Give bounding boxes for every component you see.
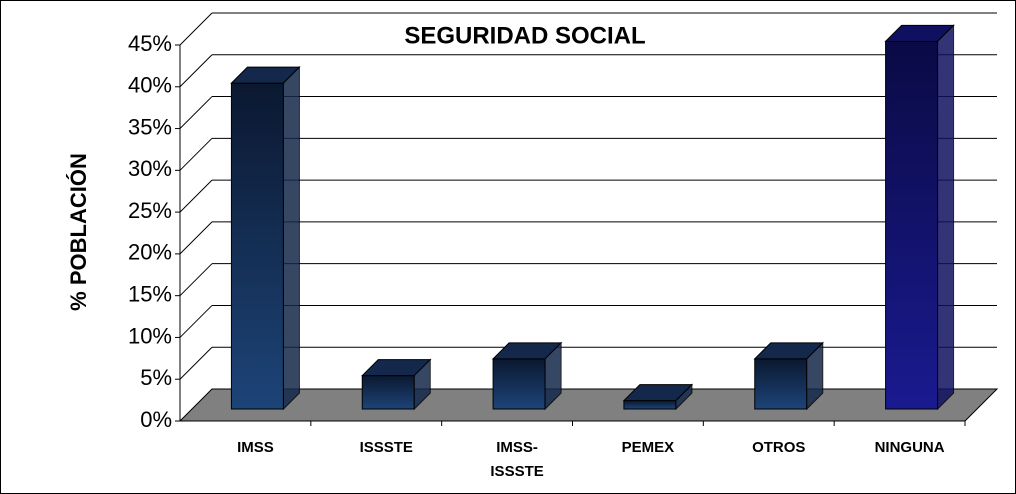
bar	[230, 65, 301, 411]
bar-front	[361, 375, 415, 410]
y-tick-label: 20%	[128, 240, 172, 265]
grid-line	[179, 96, 213, 129]
bar-side	[544, 341, 562, 411]
x-tick-label: PEMEX	[622, 439, 675, 456]
y-tick-label: 30%	[128, 156, 172, 181]
grid-line	[179, 305, 213, 338]
bar-front	[230, 82, 284, 410]
bar-side	[413, 358, 431, 411]
plot-area: 0% 5% 10% 15% 20% 25% 30% 35% 40% 45% IMSS ISSSTE IM…	[128, 12, 999, 480]
bar-side	[675, 383, 693, 411]
x-tick-label: IMSS	[237, 439, 274, 456]
bar-front	[492, 358, 546, 410]
x-tick-label: ISSSTE	[360, 439, 413, 456]
bar-front	[885, 40, 939, 410]
floor	[178, 388, 999, 422]
y-tick-label: 15%	[128, 281, 172, 306]
y-tick-label: 45%	[128, 31, 172, 56]
bar-side	[806, 341, 824, 411]
bar	[622, 383, 694, 411]
grid-line	[179, 263, 213, 297]
bar	[753, 341, 824, 411]
bar-side	[282, 65, 300, 411]
grid-line	[179, 179, 213, 213]
bar	[491, 341, 563, 411]
x-tick-label: IMSS-ISSSTE	[490, 439, 543, 480]
y-tick-label: 0%	[140, 407, 172, 432]
y-tick-label: 5%	[140, 365, 172, 390]
grid-line	[179, 346, 213, 380]
y-axis-label: % POBLACIÓN	[66, 153, 91, 311]
y-tick-label: 10%	[128, 323, 172, 348]
grid-line	[179, 221, 213, 255]
grid-line	[179, 12, 213, 46]
bar-side	[937, 24, 955, 411]
bar-front	[623, 400, 677, 410]
x-tick-label: OTROS	[752, 439, 805, 456]
grid-line	[179, 54, 213, 88]
x-tick-label: NINGUNA	[875, 439, 945, 456]
chart-title: SEGURIDAD SOCIAL	[404, 22, 645, 49]
bar	[884, 24, 955, 411]
y-tick-label: 25%	[128, 198, 172, 223]
bar-front	[754, 358, 808, 410]
back-wall	[212, 13, 997, 389]
grid-line	[179, 137, 213, 171]
y-tick-label: 35%	[128, 114, 172, 139]
y-tick-label: 40%	[128, 73, 172, 98]
bar	[361, 358, 432, 411]
